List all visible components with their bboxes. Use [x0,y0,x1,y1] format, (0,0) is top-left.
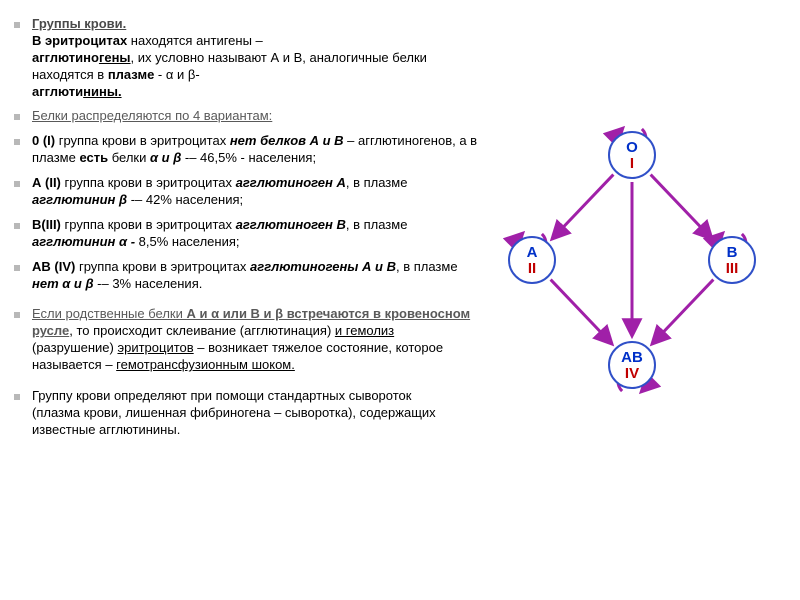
g0-name: 0 (I) [32,133,59,148]
h-line2e: - α и β- [154,67,199,82]
intro-4variants-text: Белки распределяются по 4 вариантам: [32,108,480,125]
group-B: В(III) группа крови в эритроцитах агглют… [32,217,480,251]
heading-block: Группы крови. В эритроцитах находятся ан… [32,16,480,100]
gB-name: В(III) [32,217,65,232]
h-aggl-gen1: агглютино [32,50,99,65]
node-B: BIII [708,236,756,284]
h-plasma: плазме [108,67,154,82]
gA-name: А (II) [32,175,65,190]
h-line1a: В эритроцитах [32,33,127,48]
determination-block: Группу крови определяют при помощи станд… [32,388,480,439]
gAB-name: АВ (IV) [32,259,79,274]
intro-4variants: Белки распределяются по 4 вариантам: [32,108,480,125]
group-0: 0 (I) группа крови в эритроцитах нет бел… [32,133,480,167]
title: Группы крови. [32,16,126,31]
node-AB: ABIV [608,341,656,389]
h-aggl-nin2: нины. [83,84,121,99]
h-aggl-gen2: гены [99,50,131,65]
group-AB: АВ (IV) группа крови в эритроцитах агглю… [32,259,480,293]
node-O: OI [608,131,656,179]
h-aggl-nin1: агглюти [32,84,83,99]
group-A: А (II) группа крови в эритроцитах агглют… [32,175,480,209]
shock-block: Если родственные белки А и α или В и β в… [32,306,480,374]
h-line1b: находятся антигены – [127,33,263,48]
node-A: AII [508,236,556,284]
blood-group-diagram: OI AII BIII ABIV [472,100,792,430]
